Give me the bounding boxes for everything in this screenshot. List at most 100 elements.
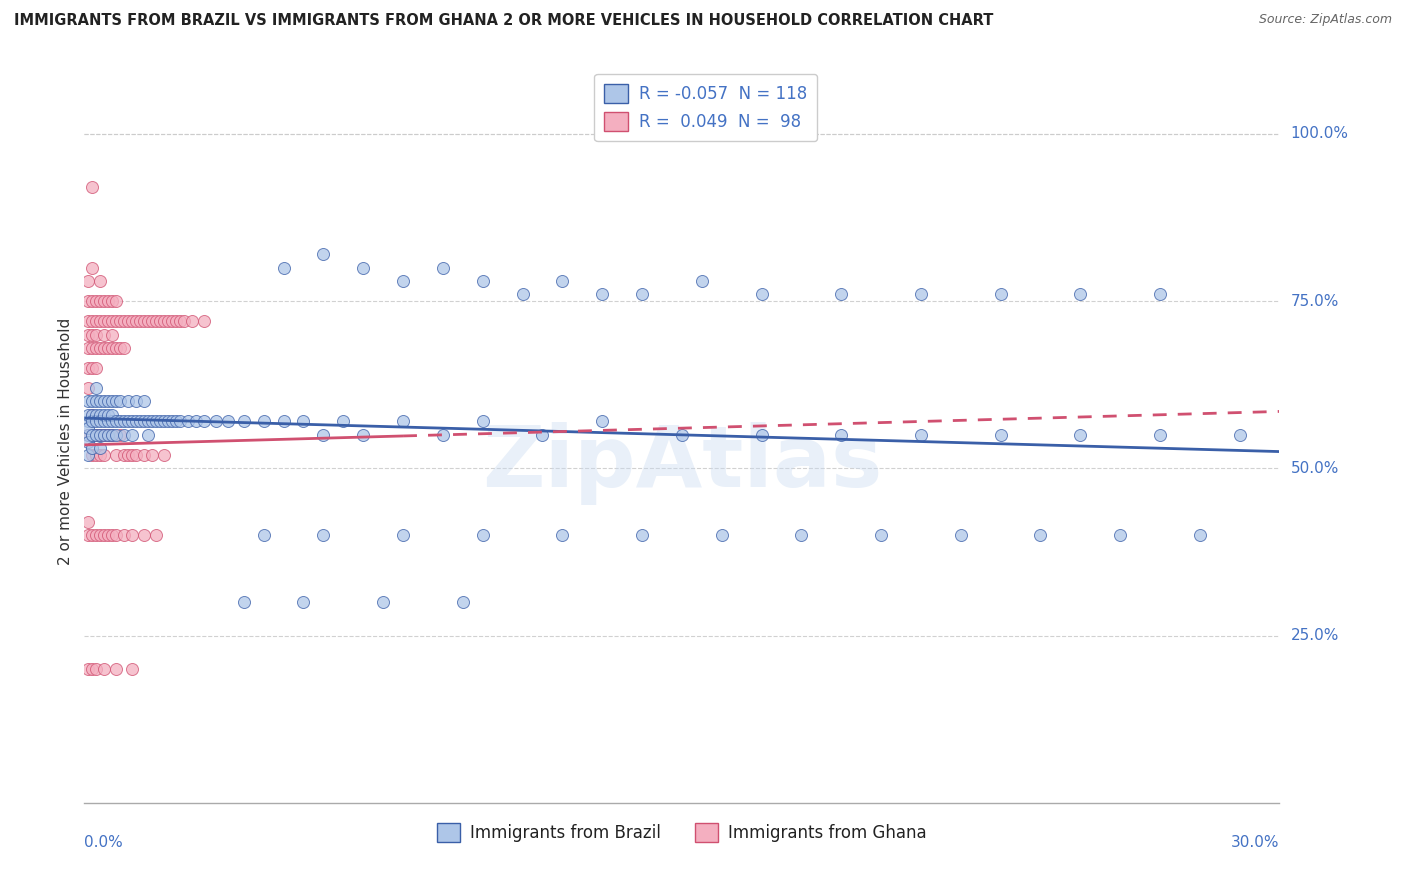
Point xyxy=(86,314,108,328)
Point xyxy=(117,448,139,462)
Point xyxy=(149,414,172,429)
Point xyxy=(830,287,852,301)
Point xyxy=(110,394,132,409)
Point xyxy=(89,394,111,409)
Point xyxy=(132,414,156,429)
Point xyxy=(710,528,733,542)
Point xyxy=(1149,287,1171,301)
Point xyxy=(352,260,374,275)
Point xyxy=(551,274,574,288)
Point xyxy=(165,414,187,429)
Point xyxy=(671,427,693,442)
Point xyxy=(392,414,415,429)
Point xyxy=(232,414,254,429)
Point xyxy=(205,414,228,429)
Point xyxy=(1188,528,1211,542)
Point xyxy=(82,314,104,328)
Point xyxy=(77,274,100,288)
Point xyxy=(101,408,124,422)
Text: IMMIGRANTS FROM BRAZIL VS IMMIGRANTS FROM GHANA 2 OR MORE VEHICLES IN HOUSEHOLD : IMMIGRANTS FROM BRAZIL VS IMMIGRANTS FRO… xyxy=(14,13,994,29)
Point xyxy=(112,448,135,462)
Point xyxy=(105,662,128,676)
Point xyxy=(105,528,128,542)
Point xyxy=(141,414,163,429)
Point xyxy=(93,394,115,409)
Point xyxy=(93,662,115,676)
Point xyxy=(86,528,108,542)
Point xyxy=(157,414,180,429)
Point xyxy=(870,528,893,542)
Text: ZipAtlas: ZipAtlas xyxy=(482,422,882,505)
Point xyxy=(97,394,120,409)
Point xyxy=(153,314,176,328)
Point xyxy=(112,414,135,429)
Point xyxy=(82,327,104,342)
Point xyxy=(89,427,111,442)
Point xyxy=(292,595,315,609)
Text: 100.0%: 100.0% xyxy=(1291,127,1348,141)
Point xyxy=(93,528,115,542)
Point xyxy=(77,528,100,542)
Point xyxy=(89,294,111,309)
Point xyxy=(184,414,207,429)
Point xyxy=(82,442,104,455)
Point xyxy=(86,341,108,355)
Point xyxy=(77,408,100,422)
Point xyxy=(990,427,1012,442)
Point xyxy=(86,662,108,676)
Point xyxy=(531,427,554,442)
Point xyxy=(121,662,143,676)
Point xyxy=(93,414,115,429)
Point xyxy=(160,414,183,429)
Point xyxy=(117,314,139,328)
Point xyxy=(89,442,111,455)
Point xyxy=(82,180,104,194)
Point xyxy=(136,414,159,429)
Point xyxy=(273,414,295,429)
Point xyxy=(86,394,108,409)
Point xyxy=(97,427,120,442)
Legend: Immigrants from Brazil, Immigrants from Ghana: Immigrants from Brazil, Immigrants from … xyxy=(430,816,934,848)
Point xyxy=(77,427,100,442)
Point xyxy=(93,314,115,328)
Point xyxy=(77,394,100,409)
Point xyxy=(751,287,773,301)
Point xyxy=(82,408,104,422)
Point xyxy=(97,427,120,442)
Point xyxy=(471,274,494,288)
Point xyxy=(136,427,159,442)
Point xyxy=(591,287,613,301)
Y-axis label: 2 or more Vehicles in Household: 2 or more Vehicles in Household xyxy=(58,318,73,566)
Point xyxy=(82,294,104,309)
Point xyxy=(82,528,104,542)
Point xyxy=(112,341,135,355)
Text: 25.0%: 25.0% xyxy=(1291,628,1339,643)
Text: 0.0%: 0.0% xyxy=(84,835,124,850)
Point xyxy=(160,314,183,328)
Point xyxy=(292,414,315,429)
Point xyxy=(193,314,215,328)
Point xyxy=(93,341,115,355)
Point xyxy=(110,314,132,328)
Point xyxy=(112,427,135,442)
Point xyxy=(631,287,654,301)
Point xyxy=(101,414,124,429)
Point xyxy=(86,327,108,342)
Point xyxy=(392,528,415,542)
Point xyxy=(129,314,152,328)
Point xyxy=(169,314,191,328)
Text: 75.0%: 75.0% xyxy=(1291,293,1339,309)
Point xyxy=(121,448,143,462)
Point xyxy=(121,528,143,542)
Point xyxy=(82,414,104,429)
Point xyxy=(132,314,156,328)
Point xyxy=(105,427,128,442)
Point xyxy=(432,427,454,442)
Point xyxy=(990,287,1012,301)
Point xyxy=(89,414,111,429)
Point xyxy=(97,414,120,429)
Text: 50.0%: 50.0% xyxy=(1291,461,1339,475)
Point xyxy=(253,528,276,542)
Point xyxy=(77,381,100,395)
Point xyxy=(551,528,574,542)
